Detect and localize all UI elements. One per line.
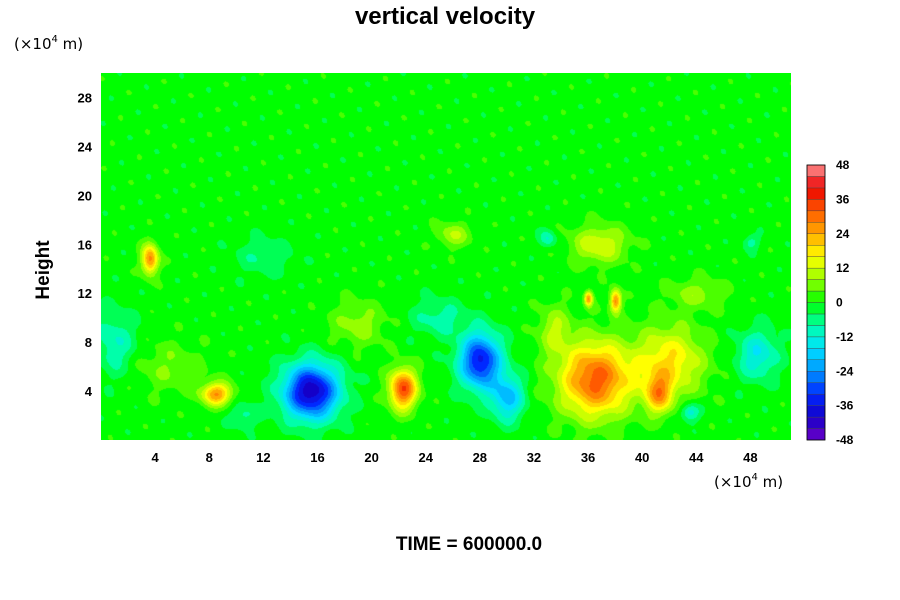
colorbar-level bbox=[806, 245, 826, 257]
x-tick-label: 48 bbox=[743, 450, 757, 465]
colorbar-level bbox=[806, 199, 826, 212]
colorbar-level bbox=[806, 416, 826, 429]
colorbar-level bbox=[806, 302, 826, 315]
x-tick-label: 8 bbox=[206, 450, 213, 465]
colorbar-tick-label: -48 bbox=[836, 433, 854, 447]
colorbar-level bbox=[806, 210, 826, 223]
colorbar-tick-label: -12 bbox=[836, 330, 854, 344]
colorbar-level bbox=[806, 256, 826, 269]
x-tick-label: 24 bbox=[418, 450, 433, 465]
colorbar-level bbox=[806, 279, 826, 292]
colorbar-level bbox=[806, 325, 826, 338]
colorbar-level bbox=[806, 187, 826, 200]
colorbar-level bbox=[806, 428, 826, 441]
x-tick-label: 44 bbox=[689, 450, 704, 465]
colorbar-level bbox=[806, 233, 826, 246]
colorbar bbox=[806, 164, 826, 441]
colorbar-tick-label: 48 bbox=[836, 158, 850, 172]
time-label: TIME = 600000.0 bbox=[396, 534, 542, 555]
colorbar-level bbox=[806, 371, 826, 383]
colorbar-level bbox=[806, 359, 826, 372]
y-tick-label: 20 bbox=[78, 188, 92, 203]
x-tick-label: 40 bbox=[635, 450, 649, 465]
x-tick-label: 12 bbox=[256, 450, 270, 465]
y-tick-label: 8 bbox=[85, 335, 92, 350]
colorbar-level bbox=[806, 176, 826, 189]
colorbar-tick-label: 0 bbox=[836, 296, 843, 310]
y-tick-label: 4 bbox=[85, 384, 93, 399]
colorbar-level bbox=[806, 164, 826, 177]
colorbar-level bbox=[806, 336, 826, 349]
x-tick-label: 4 bbox=[152, 450, 160, 465]
y-axis-ticks: 4 8 12 16 20 24 28 bbox=[78, 90, 93, 399]
heatmap-area bbox=[101, 73, 791, 440]
colorbar-tick-label: 12 bbox=[836, 261, 850, 275]
x-tick-label: 20 bbox=[364, 450, 378, 465]
colorbar-tick-label: -24 bbox=[836, 364, 854, 378]
colorbar-level bbox=[806, 393, 826, 406]
colorbar-level bbox=[806, 382, 826, 395]
x-tick-label: 36 bbox=[581, 450, 595, 465]
x-tick-label: 32 bbox=[527, 450, 541, 465]
colorbar-level bbox=[806, 348, 826, 360]
colorbar-ticks: 48 36 24 12 0 -12 -24 -36 -48 bbox=[836, 158, 854, 447]
colorbar-level bbox=[806, 313, 826, 326]
x-axis-unit: (×104 m) bbox=[714, 472, 783, 491]
y-tick-label: 28 bbox=[78, 90, 92, 105]
y-axis-label: Height bbox=[33, 240, 54, 300]
y-tick-label: 16 bbox=[78, 237, 92, 252]
colorbar-tick-label: 24 bbox=[836, 227, 850, 241]
colorbar-tick-label: -36 bbox=[836, 399, 854, 413]
chart-title: vertical velocity bbox=[355, 3, 536, 30]
colorbar-tick-label: 36 bbox=[836, 192, 850, 206]
y-tick-label: 12 bbox=[78, 286, 92, 301]
heatmap-field bbox=[101, 73, 791, 440]
x-tick-label: 16 bbox=[310, 450, 324, 465]
colorbar-frame bbox=[806, 164, 826, 441]
colorbar-level bbox=[806, 267, 826, 280]
colorbar-level bbox=[806, 405, 826, 418]
x-tick-label: 28 bbox=[473, 450, 487, 465]
colorbar-level bbox=[806, 222, 826, 234]
y-axis-unit: (×104 m) bbox=[14, 34, 83, 53]
y-tick-label: 24 bbox=[78, 139, 93, 154]
colorbar-level bbox=[806, 290, 826, 303]
x-axis-ticks: 4 8 12 16 20 24 28 32 36 40 44 48 bbox=[152, 450, 758, 465]
